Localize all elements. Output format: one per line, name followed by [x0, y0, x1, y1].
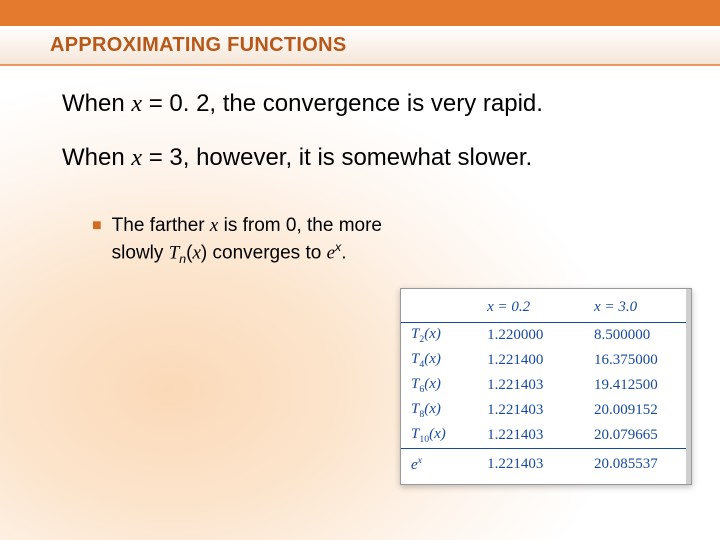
- hdr-x02: x = 0.2: [477, 289, 584, 323]
- text: = 3, however, it is somewhat slower.: [142, 144, 532, 171]
- table-row: T2(x) 1.220000 8.500000: [401, 323, 691, 349]
- row-label: ex: [401, 449, 477, 485]
- table-row: T4(x) 1.221400 16.375000: [401, 348, 691, 373]
- cell: 16.375000: [584, 348, 691, 373]
- table: x = 0.2 x = 3.0 T2(x) 1.220000 8.500000 …: [401, 289, 691, 484]
- text: (x): [424, 401, 441, 417]
- title-bar: APPROXIMATING FUNCTIONS: [0, 26, 720, 66]
- top-accent-bar: [0, 0, 720, 26]
- text: = 0.2: [494, 299, 530, 315]
- text: ) converges to: [201, 242, 327, 263]
- var-x: x: [192, 242, 200, 263]
- cell: 1.221403: [477, 423, 584, 449]
- sub: 10: [419, 434, 429, 445]
- cell: 20.085537: [584, 449, 691, 485]
- paragraph-2: When x = 3, however, it is somewhat slow…: [62, 142, 682, 174]
- text: = 3.0: [601, 299, 637, 315]
- var-x: x: [131, 145, 142, 171]
- row-label: T8(x): [401, 398, 477, 423]
- row-label: T10(x): [401, 423, 477, 449]
- text: (x): [424, 376, 441, 392]
- text: The farther: [112, 215, 210, 236]
- hdr-blank: [401, 289, 477, 323]
- vertical-scrollbar[interactable]: [686, 289, 691, 484]
- text: (x): [424, 351, 441, 367]
- var-e: e: [411, 457, 418, 473]
- var-x: x: [131, 91, 142, 117]
- data-table: x = 0.2 x = 3.0 T2(x) 1.220000 8.500000 …: [400, 288, 692, 485]
- text: (x): [424, 326, 441, 342]
- var-e: e: [327, 242, 335, 263]
- content-area: When x = 0. 2, the convergence is very r…: [0, 66, 720, 268]
- row-label: T6(x): [401, 373, 477, 398]
- bullet-text: The farther x is from 0, the more slowly…: [112, 213, 422, 268]
- paragraph-1: When x = 0. 2, the convergence is very r…: [62, 88, 682, 120]
- cell: 20.009152: [584, 398, 691, 423]
- cell: 1.221403: [477, 373, 584, 398]
- cell: 20.079665: [584, 423, 691, 449]
- table-row: T6(x) 1.221403 19.412500: [401, 373, 691, 398]
- text: When: [62, 144, 131, 171]
- var-x: x: [594, 299, 601, 315]
- cell: 8.500000: [584, 323, 691, 349]
- text: = 0. 2, the convergence is very rapid.: [142, 90, 543, 117]
- bullet-block: ■ The farther x is from 0, the more slow…: [92, 213, 422, 268]
- table-row: T10(x) 1.221403 20.079665: [401, 423, 691, 449]
- row-label: T4(x): [401, 348, 477, 373]
- text: When: [62, 90, 131, 117]
- table-footer: ex 1.221403 20.085537: [401, 449, 691, 485]
- row-label: T2(x): [401, 323, 477, 349]
- text: .: [341, 242, 346, 263]
- cell: 1.221400: [477, 348, 584, 373]
- hdr-x30: x = 3.0: [584, 289, 691, 323]
- text: (x): [429, 426, 446, 442]
- table-row: T8(x) 1.221403 20.009152: [401, 398, 691, 423]
- var-x: x: [487, 299, 494, 315]
- slide-title: APPROXIMATING FUNCTIONS: [50, 34, 347, 57]
- table-header: x = 0.2 x = 3.0: [401, 289, 691, 323]
- cell: 1.220000: [477, 323, 584, 349]
- cell: 1.221403: [477, 398, 584, 423]
- cell: 1.221403: [477, 449, 584, 485]
- sup-x: x: [418, 455, 422, 466]
- cell: 19.412500: [584, 373, 691, 398]
- bullet-icon: ■: [92, 213, 102, 268]
- var-T: T: [169, 242, 180, 263]
